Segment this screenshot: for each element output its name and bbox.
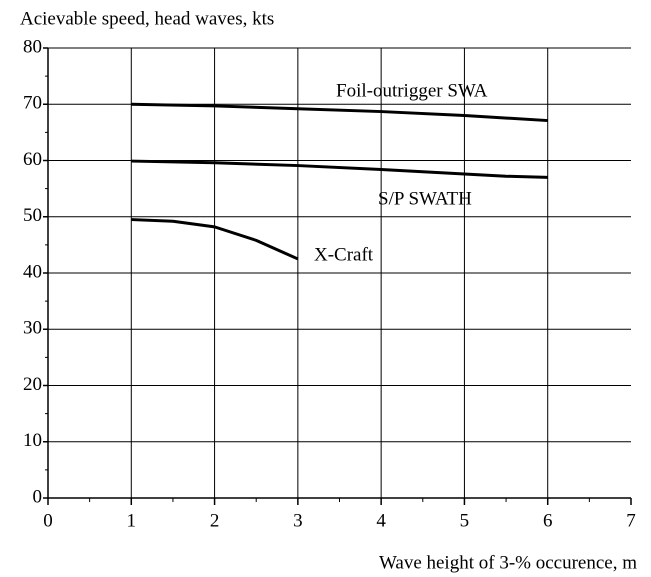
x-tick-label: 7 (626, 510, 636, 531)
y-tick-label: 70 (23, 93, 42, 114)
x-tick-label: 1 (127, 510, 137, 531)
y-tick-label: 0 (33, 486, 43, 507)
y-tick-label: 20 (23, 374, 42, 395)
x-tick-label: 6 (543, 510, 553, 531)
x-tick-label: 2 (210, 510, 220, 531)
series-line (131, 102, 548, 123)
y-tick-label: 10 (23, 430, 42, 451)
y-tick-label: 40 (23, 261, 42, 282)
series-label: Foil-outrigger SWA (336, 80, 488, 101)
series-line (131, 218, 299, 261)
y-tick-label: 50 (23, 205, 42, 226)
series-line (131, 159, 548, 179)
series-label: S/P SWATH (378, 188, 472, 209)
x-tick-label: 3 (293, 510, 303, 531)
y-tick-label: 30 (23, 318, 42, 339)
x-tick-label: 0 (43, 510, 53, 531)
x-axis-label: Wave height of 3-% occurence, m (379, 552, 637, 573)
series-label: X-Craft (314, 244, 374, 265)
y-tick-label: 80 (23, 36, 42, 57)
y-axis-label: Acievable speed, head waves, kts (20, 8, 274, 29)
y-tick-label: 60 (23, 149, 42, 170)
x-tick-label: 4 (376, 510, 386, 531)
x-tick-label: 5 (460, 510, 470, 531)
